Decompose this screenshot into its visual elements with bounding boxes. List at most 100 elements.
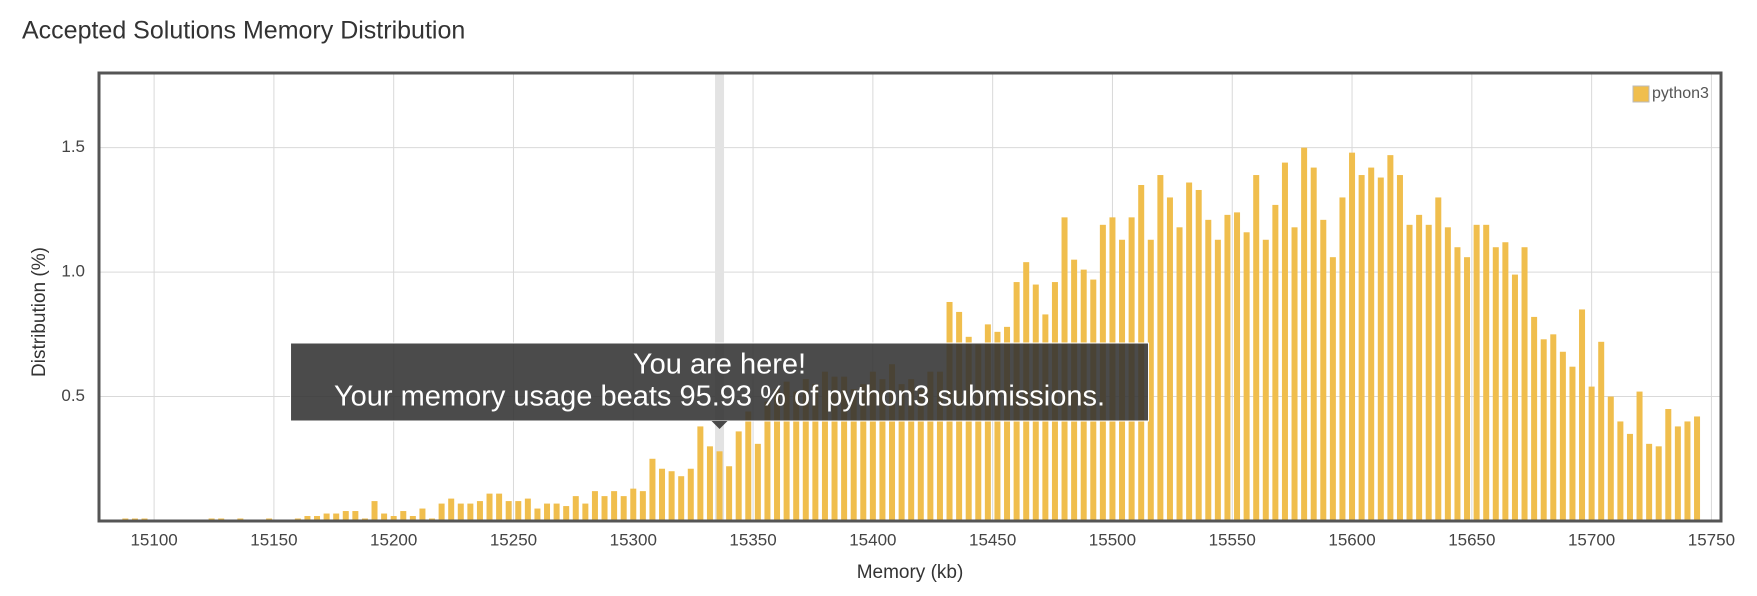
bar xyxy=(831,376,838,521)
bar xyxy=(1636,391,1643,521)
bar xyxy=(726,466,733,521)
bar xyxy=(1339,197,1346,521)
x-tick-label: 15100 xyxy=(130,530,177,549)
bar xyxy=(1540,339,1547,521)
bar xyxy=(1387,155,1394,521)
bar xyxy=(1454,247,1461,521)
bar xyxy=(1665,409,1672,521)
bar xyxy=(1195,189,1202,521)
x-tick-label: 15300 xyxy=(610,530,657,549)
bar xyxy=(1406,224,1413,522)
bar xyxy=(1396,175,1403,522)
bar xyxy=(1588,386,1595,521)
bar xyxy=(448,498,455,521)
bar xyxy=(927,371,934,521)
bar xyxy=(860,384,867,521)
bar xyxy=(1301,147,1308,521)
bar xyxy=(1234,212,1241,521)
plot-frame xyxy=(97,71,1723,523)
bar xyxy=(496,493,503,521)
legend-label: python3 xyxy=(1652,85,1709,102)
bar xyxy=(371,501,378,521)
bar xyxy=(687,468,694,521)
bar xyxy=(1435,197,1442,521)
tooltip-text: Your memory usage beats 95.93 % of pytho… xyxy=(334,381,1105,413)
bar xyxy=(1368,167,1375,522)
bar xyxy=(745,411,752,521)
bar xyxy=(1166,197,1173,521)
bar xyxy=(1579,309,1586,521)
bar xyxy=(524,498,531,521)
bar xyxy=(764,401,771,521)
x-tick-label: 15150 xyxy=(250,530,297,549)
bar xyxy=(544,503,551,521)
bar xyxy=(1205,219,1212,521)
chart-title: Accepted Solutions Memory Distribution xyxy=(22,17,465,45)
bar xyxy=(1483,224,1490,522)
bar xyxy=(841,376,848,521)
bar xyxy=(601,496,608,521)
bar xyxy=(304,516,311,521)
bar xyxy=(467,503,474,521)
bar xyxy=(1004,326,1011,521)
bar xyxy=(1416,214,1423,521)
bar xyxy=(582,503,589,521)
bar xyxy=(486,493,493,521)
x-tick-label: 15500 xyxy=(1089,530,1136,549)
bar xyxy=(1224,214,1231,521)
bar xyxy=(553,503,560,521)
bar xyxy=(400,511,407,521)
bar xyxy=(409,516,416,521)
bar xyxy=(457,503,464,521)
bar xyxy=(639,491,646,521)
bar xyxy=(965,336,972,521)
bar xyxy=(1694,416,1701,521)
bar xyxy=(917,389,924,521)
bar xyxy=(419,508,426,521)
bar xyxy=(1569,366,1576,521)
bar xyxy=(476,501,483,521)
bar xyxy=(994,331,1001,521)
legend-swatch xyxy=(1632,85,1650,103)
bar xyxy=(534,508,541,521)
bar xyxy=(659,468,666,521)
bar xyxy=(793,391,800,521)
bar xyxy=(381,513,388,521)
bar xyxy=(1147,239,1154,521)
bar xyxy=(1329,257,1336,521)
bar xyxy=(505,501,512,521)
bar xyxy=(1444,227,1451,522)
bar xyxy=(314,516,321,521)
bar xyxy=(678,476,685,521)
bar xyxy=(908,379,915,521)
bar xyxy=(611,491,618,521)
bar xyxy=(668,471,675,521)
bar xyxy=(390,516,397,521)
bar xyxy=(1473,224,1480,522)
bar xyxy=(1243,232,1250,522)
x-tick-label: 15600 xyxy=(1328,530,1375,549)
bar xyxy=(323,513,330,521)
bar xyxy=(1626,433,1633,521)
bar xyxy=(1511,274,1518,521)
bar xyxy=(1464,257,1471,521)
bar xyxy=(1349,152,1356,521)
tooltip-arrow xyxy=(711,421,728,429)
x-tick-label: 15700 xyxy=(1568,530,1615,549)
tooltip-box xyxy=(290,342,1150,422)
bar xyxy=(1684,421,1691,521)
x-tick-label: 15250 xyxy=(490,530,537,549)
y-tick-label: 1.5 xyxy=(61,137,85,156)
y-tick-label: 1.0 xyxy=(61,262,85,281)
y-tick-label: 0.5 xyxy=(61,386,85,405)
bar xyxy=(898,384,905,521)
bar xyxy=(1157,175,1164,522)
bar xyxy=(1214,239,1221,521)
bar xyxy=(1559,351,1566,521)
bar xyxy=(821,371,828,521)
tooltip-title: You are here! xyxy=(633,349,806,381)
x-tick-label: 15400 xyxy=(849,530,896,549)
bar xyxy=(563,506,570,521)
bar xyxy=(342,511,349,521)
